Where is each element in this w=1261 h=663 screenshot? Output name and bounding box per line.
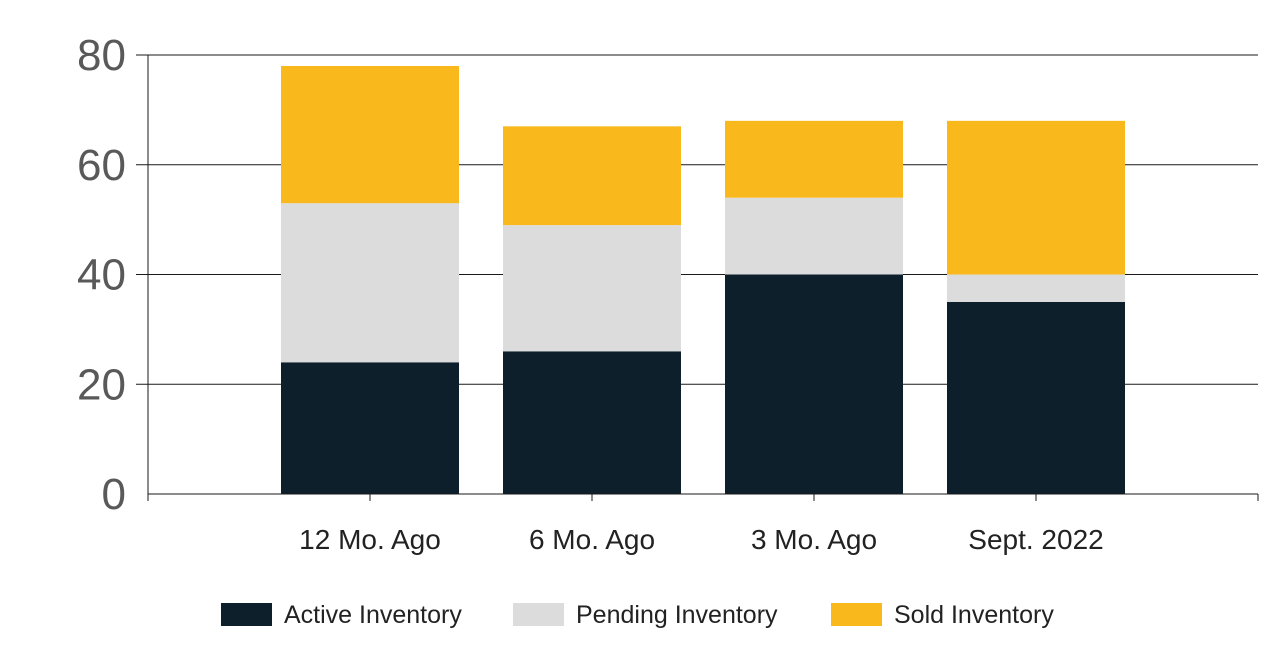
bar-segment-active-inventory — [725, 274, 903, 494]
bar-segment-pending-inventory — [947, 274, 1125, 302]
y-tick-label: 0 — [102, 470, 126, 519]
x-axis-tick-labels: 12 Mo. Ago 6 Mo. Ago 3 Mo. Ago Sept. 2022 — [299, 524, 1104, 555]
bar-segment-pending-inventory — [725, 197, 903, 275]
legend-swatch — [221, 603, 272, 626]
legend-label: Active Inventory — [284, 601, 462, 629]
bar-segment-sold-inventory — [503, 126, 681, 226]
y-tick-label: 20 — [77, 360, 126, 409]
bar-segment-sold-inventory — [725, 120, 903, 198]
bar-segment-sold-inventory — [281, 65, 459, 204]
legend-swatch — [831, 603, 882, 626]
bars — [281, 65, 1125, 494]
legend-swatch — [513, 603, 564, 626]
x-tick-label: 12 Mo. Ago — [299, 524, 441, 555]
x-tick-label: 3 Mo. Ago — [751, 524, 877, 555]
legend-label: Pending Inventory — [576, 601, 778, 629]
x-tick-label: 6 Mo. Ago — [529, 524, 655, 555]
y-tick-label: 40 — [77, 251, 126, 300]
legend: Active Inventory Pending Inventory Sold In… — [221, 601, 1054, 629]
y-tick-label: 60 — [77, 141, 126, 190]
bar-segment-pending-inventory — [281, 203, 459, 363]
bar-segment-active-inventory — [281, 362, 459, 494]
x-tick-label: Sept. 2022 — [968, 524, 1103, 555]
bar-segment-pending-inventory — [503, 225, 681, 352]
legend-label: Sold Inventory — [894, 601, 1054, 629]
y-axis-tick-labels: 0 20 40 60 80 — [77, 31, 126, 519]
axes — [147, 55, 1259, 501]
bar-segment-sold-inventory — [947, 120, 1125, 275]
bar-segment-active-inventory — [503, 351, 681, 494]
bar-segment-active-inventory — [947, 301, 1125, 494]
y-tick-label: 80 — [77, 31, 126, 80]
